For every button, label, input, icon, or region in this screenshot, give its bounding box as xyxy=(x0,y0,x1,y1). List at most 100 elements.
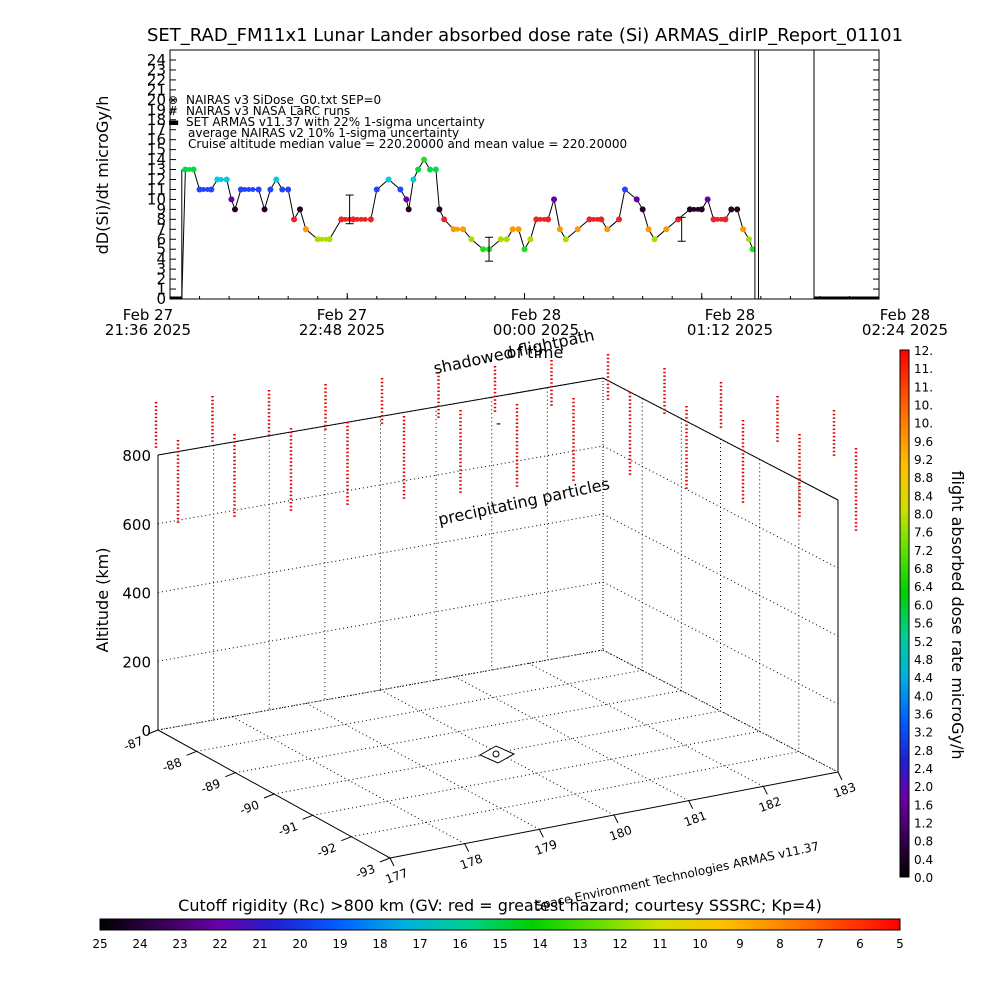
dose-point xyxy=(285,186,292,193)
y-tick-label: 24 xyxy=(147,51,166,69)
floor-grid-line xyxy=(231,716,465,845)
altitude-axis-label: Altitude (km) xyxy=(93,548,112,653)
rigidity-colorbar-tick: 23 xyxy=(172,937,187,951)
rigidity-colorbar-tick: 16 xyxy=(452,937,467,951)
dose-colorbar-tick: 6.0 xyxy=(914,598,933,612)
legend-entry: Cruise altitude median value = 220.20000… xyxy=(188,137,627,151)
dose-point xyxy=(497,236,504,243)
lon-tick xyxy=(538,829,544,838)
dose-colorbar-tick: 4.4 xyxy=(914,671,933,685)
y-tick-label: 3 xyxy=(156,260,166,278)
dose-colorbar-ticks: 0.0 0.4 0.8 1.2 1.6 2.0 2.4 2.8 3.2 3.6 4.0 4.4 4.8 5… xyxy=(914,344,933,885)
rigidity-colorbar-tick: 17 xyxy=(412,937,427,951)
dose-series xyxy=(170,50,879,300)
dose-legend: ⊗ NAIRAS v3 SiDose_G0.txt SEP=0 # NAIRAS v3… xyxy=(168,93,627,151)
dose-point xyxy=(749,246,756,253)
rigidity-colorbar-tick: 5 xyxy=(896,937,904,951)
dose-colorbar-tick: 10. xyxy=(914,417,933,431)
rigidity-colorbar-ticks: 25 24 23 22 21 20 19 18 17 16 15 14 13 12 11 10 9 8 7 6 5 xyxy=(92,937,903,951)
dose-point xyxy=(651,236,658,243)
floor-grid-line xyxy=(454,676,689,802)
dose-point xyxy=(598,216,605,223)
lon-tick-label: 180 xyxy=(607,823,633,844)
dose-point xyxy=(663,226,670,233)
lat-tick-label: -90 xyxy=(238,798,261,818)
x-tick-time: 01:12 2025 xyxy=(687,321,773,339)
precipitation-columns xyxy=(154,354,858,533)
dose-point xyxy=(645,226,652,233)
dose-colorbar-tick: 5.2 xyxy=(914,635,933,649)
legend-symbol: ▬ xyxy=(168,115,179,129)
y-tick-label: 23 xyxy=(147,61,166,79)
lon-tick-label: 179 xyxy=(533,837,559,858)
lat-tick xyxy=(225,772,236,778)
rigidity-colorbar-tick: 15 xyxy=(492,937,507,951)
rigidity-colorbar-tick: 18 xyxy=(372,937,387,951)
lon-tick xyxy=(613,814,619,824)
lat-tick xyxy=(379,857,391,863)
y-tick-label: 20 xyxy=(147,91,166,109)
dose-point xyxy=(740,226,747,233)
dose-point xyxy=(246,186,252,192)
dose-point xyxy=(267,186,274,193)
dose-point xyxy=(441,216,448,223)
z-grid-line xyxy=(157,377,604,456)
dose-point xyxy=(228,196,235,203)
dose-point xyxy=(403,196,410,203)
legend-entry: NAIRAS v3 NASA LaRC runs xyxy=(186,104,350,118)
rigidity-colorbar-tick: 22 xyxy=(212,937,227,951)
dose-point xyxy=(450,226,457,233)
dose-point xyxy=(521,246,528,253)
lon-tick-label: 177 xyxy=(383,866,409,887)
dose-point xyxy=(358,216,364,222)
dose-colorbar-tick: 8.8 xyxy=(914,471,933,485)
dose-point xyxy=(426,166,433,173)
lat-tick xyxy=(263,793,275,799)
x-tick-date: Feb 27 xyxy=(123,306,173,324)
dose-point xyxy=(590,216,596,222)
lon-tick xyxy=(762,786,768,795)
chart-title: SET_RAD_FM11x1 Lunar Lander absorbed dos… xyxy=(147,25,903,46)
dose-colorbar-tick: 6.4 xyxy=(914,580,933,594)
z-grid-line xyxy=(157,445,604,525)
dose-colorbar xyxy=(899,349,910,878)
dose-point xyxy=(515,226,522,233)
lat-tick-label: -93 xyxy=(354,862,377,882)
dose-point xyxy=(556,226,563,233)
legend-entry: SET ARMAS v11.37 with 22% 1-sigma uncert… xyxy=(186,115,485,129)
dose-colorbar-tick: 0.8 xyxy=(914,835,933,849)
dose-point xyxy=(574,226,581,233)
flightpath-marker: - xyxy=(496,416,501,432)
dose-point xyxy=(455,226,461,232)
x-tick-date: Feb 27 xyxy=(317,306,367,324)
lat-tick-label: -91 xyxy=(276,819,299,839)
lon-tick xyxy=(688,800,694,809)
dose-point xyxy=(385,176,392,183)
legend-symbol: # xyxy=(168,104,178,118)
dose-point xyxy=(704,196,711,203)
dose-point xyxy=(218,177,224,182)
dose-colorbar-tick: 9.6 xyxy=(914,435,933,449)
dose-colorbar-tick: 0.4 xyxy=(914,853,933,867)
dose-point xyxy=(190,166,197,173)
x-tick-time: 21:36 2025 xyxy=(105,321,191,339)
lat-tick-label: -89 xyxy=(199,776,222,796)
dose-colorbar-tick: 2.0 xyxy=(914,780,933,794)
dose-point xyxy=(196,186,203,193)
dose-point xyxy=(415,166,422,173)
dose-colorbar-tick: 10. xyxy=(914,399,933,413)
dose-point xyxy=(562,236,569,243)
dose-point xyxy=(296,206,303,213)
y-tick-label: 0 xyxy=(156,290,166,308)
dose-y-axis-label: dD(Si)/dt microGy/h xyxy=(93,96,112,255)
dose-point xyxy=(397,186,404,193)
rigidity-colorbar-tick: 19 xyxy=(332,937,347,951)
dose-point xyxy=(279,186,286,193)
dose-point xyxy=(734,206,741,213)
rigidity-colorbar xyxy=(99,918,901,931)
dose-point xyxy=(208,186,215,193)
rigidity-colorbar-tick: 25 xyxy=(92,937,107,951)
dose-point xyxy=(342,216,348,222)
dose-point xyxy=(715,216,721,222)
